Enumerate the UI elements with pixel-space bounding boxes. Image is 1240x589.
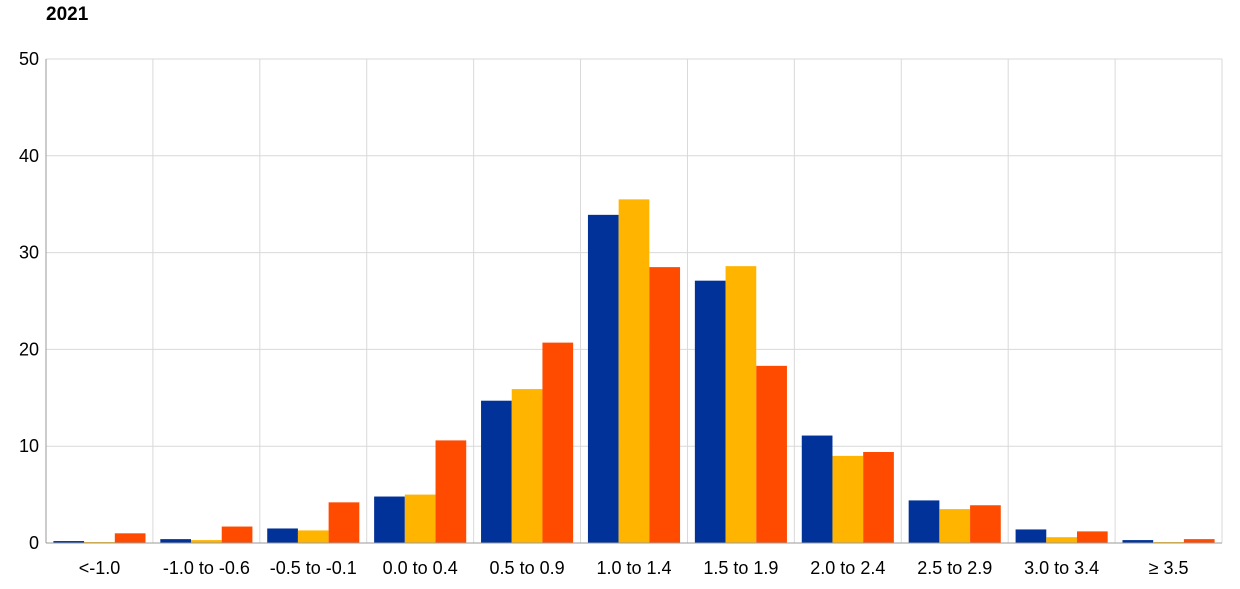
bar [1122,540,1154,543]
bar [542,342,574,543]
bar [511,389,543,543]
y-tick-label: 40 [19,146,39,166]
bars-layer [53,199,1215,544]
bar [160,539,192,543]
bar [939,509,971,543]
bar [297,530,329,543]
y-tick-label: 50 [19,49,39,69]
bar [649,267,681,543]
bar [481,400,512,543]
grid-layer [46,58,1223,543]
y-tick-label: 20 [19,339,39,359]
bar [221,526,253,543]
bar [1183,539,1215,543]
bar [1046,537,1077,543]
x-tick-label: 1.0 to 1.4 [596,558,671,578]
bar [267,528,298,543]
bar [756,365,787,543]
bar [801,435,833,543]
x-tick-label: -0.5 to -0.1 [270,558,357,578]
x-tick-label: 0.0 to 0.4 [383,558,458,578]
x-tick-label: 1.5 to 1.9 [703,558,778,578]
y-tick-label: 0 [29,533,39,553]
y-tick-label: 10 [19,436,39,456]
bar [908,500,940,543]
x-tick-label: <-1.0 [79,558,121,578]
x-tick-label: 3.0 to 3.4 [1024,558,1099,578]
bar [191,540,222,543]
bar [328,502,360,543]
x-tick-label: 2.5 to 2.9 [917,558,992,578]
bar [618,199,650,544]
bar [404,494,436,543]
bar [694,280,726,543]
bar [1076,531,1108,543]
x-tick-label: -1.0 to -0.6 [163,558,250,578]
bar [970,505,1001,543]
axis-layer [45,59,1222,544]
bar [832,455,864,543]
x-tick-label: ≥ 3.5 [1149,558,1189,578]
bar [374,496,405,543]
bar [1015,529,1047,543]
bar [435,440,467,543]
bar [587,214,619,543]
labels-layer: 0 10 20 30 40 50 <-1.0 -1.0 to -0.6 -0.5 to -0.1… [19,49,1189,578]
chart-title: 2021 [46,4,89,25]
bar [863,452,894,543]
bar [53,541,85,543]
y-tick-label: 30 [19,243,39,263]
x-tick-label: 2.0 to 2.4 [810,558,885,578]
bar [725,266,757,543]
x-tick-label: 0.5 to 0.9 [490,558,565,578]
bar [114,533,146,543]
